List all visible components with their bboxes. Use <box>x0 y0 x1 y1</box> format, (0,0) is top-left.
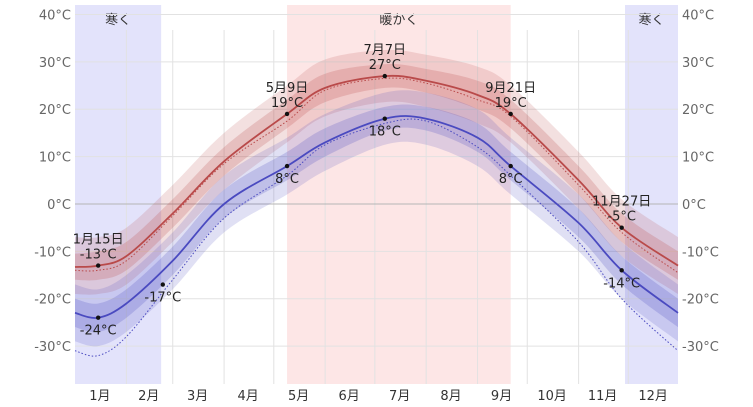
annotation-value: 27°C <box>369 58 401 73</box>
y-tick-label-right: 0°C <box>682 198 706 213</box>
season-bands: 寒く 暖かく 寒く <box>75 5 678 384</box>
annotation-value: -24°C <box>80 324 117 339</box>
y-tick-label-left: -20°C <box>34 293 71 308</box>
y-tick-label-left: -30°C <box>34 340 71 355</box>
season-label: 寒く <box>638 12 664 28</box>
percentile-bands <box>75 49 678 347</box>
annotation-point <box>508 163 513 169</box>
annotation-value: -14°C <box>603 276 640 291</box>
month-label: 1月 <box>89 389 110 404</box>
season-band <box>287 5 511 384</box>
annotation-date: 1月15日 <box>73 233 124 248</box>
annotation-date: 5月9日 <box>266 81 309 96</box>
annotation-value: 19°C <box>271 96 303 111</box>
month-label: 6月 <box>339 389 360 404</box>
month-label: 3月 <box>187 389 208 404</box>
season-band <box>624 5 678 384</box>
outer-band-1 <box>75 90 678 347</box>
annotation-point <box>95 315 101 320</box>
annotation-point <box>382 116 387 121</box>
y-tick-label-left: -10°C <box>34 245 71 260</box>
month-label: 10月 <box>537 389 567 404</box>
series-lines <box>74 74 679 357</box>
month-label: 8月 <box>440 389 461 404</box>
month-label: 4月 <box>237 389 258 404</box>
annotation-value: -17°C <box>144 291 181 306</box>
axes: 1月 2月 3月 4月 5月 6月 7月 8月 9月 10月 11月 12月 -30°C -30°C -20… <box>34 8 719 404</box>
annotation-date: 7月7日 <box>364 43 407 58</box>
annotation-point <box>160 282 165 287</box>
month-label: 9月 <box>491 389 512 404</box>
series-line-0 <box>74 74 679 268</box>
annotation-point <box>284 111 290 117</box>
grid <box>75 13 678 384</box>
annotation-point <box>619 268 624 273</box>
season-band <box>75 5 162 384</box>
y-tick-label-right: -30°C <box>682 340 719 355</box>
annotation-point <box>382 73 387 79</box>
y-tick-label-right: 30°C <box>682 56 714 71</box>
annotation-value: 8°C <box>275 172 299 187</box>
annotation-value: -5°C <box>607 210 636 225</box>
y-tick-label-right: 10°C <box>682 151 714 166</box>
inner-band-1 <box>75 104 678 333</box>
y-tick-label-right: -10°C <box>682 245 719 260</box>
annotation-value: -13°C <box>80 248 117 263</box>
dotted-line-0 <box>74 77 679 274</box>
month-label: 7月 <box>389 389 410 404</box>
season-label: 寒く <box>105 12 131 28</box>
month-label: 12月 <box>638 389 668 404</box>
annotation-value: 19°C <box>495 96 527 111</box>
inner-band-0 <box>75 64 678 281</box>
y-tick-label-right: -20°C <box>682 293 719 308</box>
y-tick-label-left: 10°C <box>39 151 71 166</box>
outer-band-0 <box>75 49 678 295</box>
annotation-value: 8°C <box>499 172 523 187</box>
y-tick-label-right: 20°C <box>682 103 714 118</box>
y-tick-label-left: 0°C <box>47 198 71 213</box>
annotation-point <box>95 263 101 268</box>
annotation-date: 9月21日 <box>485 81 536 96</box>
annotation-point <box>619 225 624 230</box>
annotations: -13°C1月15日-24°C-17°C19°C5月9日8°C27°C7月7日1… <box>73 43 651 339</box>
series-line-1 <box>74 115 679 319</box>
annotation-date: 11月27日 <box>592 195 651 210</box>
y-tick-label-left: 40°C <box>39 8 71 23</box>
month-label: 11月 <box>588 389 618 404</box>
season-label: 暖かく <box>379 13 418 28</box>
y-tick-label-left: 30°C <box>39 56 71 71</box>
annotation-point <box>284 163 290 169</box>
dotted-line-1 <box>74 118 679 357</box>
month-label: 2月 <box>138 389 159 404</box>
annotation-value: 18°C <box>369 125 401 140</box>
y-tick-label-left: 20°C <box>39 103 71 118</box>
annotation-point <box>508 111 513 117</box>
y-tick-label-right: 40°C <box>682 8 714 23</box>
month-label: 5月 <box>288 389 309 404</box>
